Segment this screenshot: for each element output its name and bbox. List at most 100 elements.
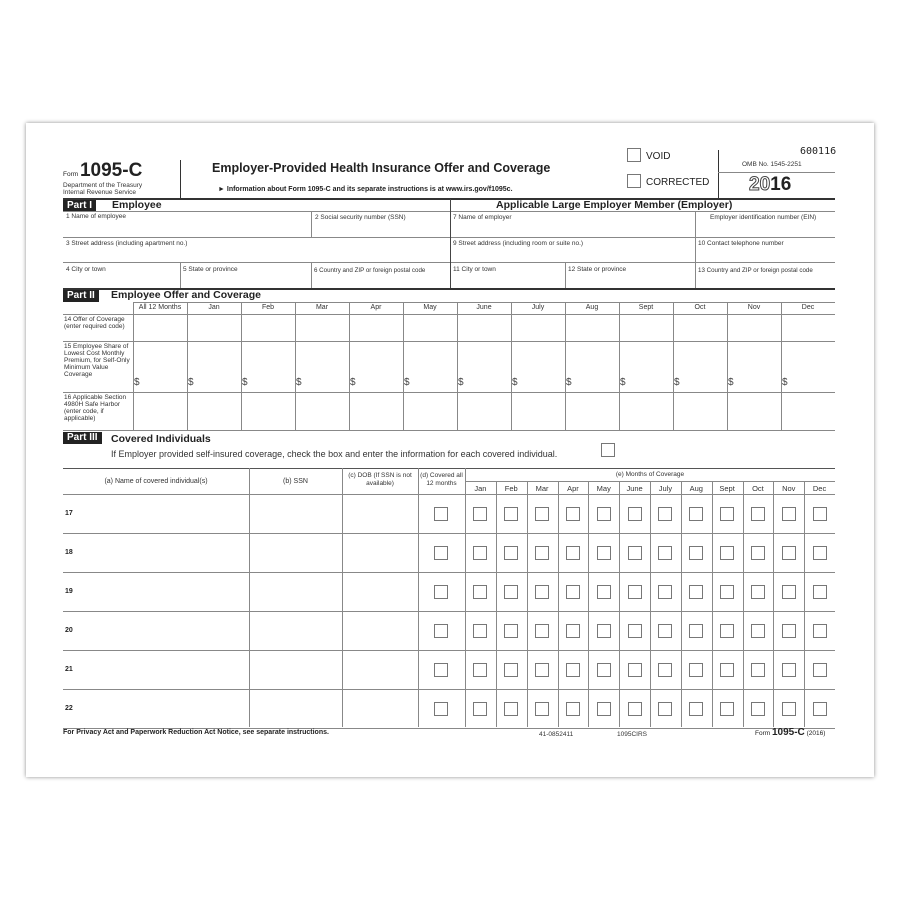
row-21-apr-checkbox[interactable]: [565, 663, 580, 677]
row-17-name-field[interactable]: [63, 494, 249, 533]
row-17-may-checkbox[interactable]: [596, 507, 611, 521]
row-20-dec-checkbox[interactable]: [812, 624, 827, 638]
row-18-feb-checkbox[interactable]: [504, 546, 519, 560]
row-21-oct-checkbox[interactable]: [750, 663, 765, 677]
row-19-oct-checkbox[interactable]: [750, 585, 765, 599]
field-employee-street[interactable]: 3 Street address (including apartment no…: [66, 240, 188, 247]
row14-cell[interactable]: [727, 314, 781, 341]
row-22-nov-checkbox[interactable]: [781, 702, 796, 716]
row-17-nov-checkbox[interactable]: [781, 507, 796, 521]
row-22-may-checkbox[interactable]: [596, 702, 611, 716]
row-19-nov-checkbox[interactable]: [781, 585, 796, 599]
row15-cell[interactable]: $: [403, 341, 457, 392]
row15-cell[interactable]: $: [619, 341, 673, 392]
row-22-oct-checkbox[interactable]: [750, 702, 765, 716]
row-20-aug-checkbox[interactable]: [689, 624, 704, 638]
row-18-all12-checkbox[interactable]: [434, 546, 448, 560]
row-20-june-checkbox[interactable]: [627, 624, 642, 638]
row16-cell[interactable]: [457, 392, 511, 430]
field-employee-zip[interactable]: 6 Country and ZIP or foreign postal code: [314, 267, 426, 274]
row-17-mar-checkbox[interactable]: [535, 507, 550, 521]
row-19-june-checkbox[interactable]: [627, 585, 642, 599]
row-17-ssn-field[interactable]: [249, 494, 342, 533]
row-22-all12-checkbox[interactable]: [434, 702, 448, 716]
row-20-name-field[interactable]: [63, 611, 249, 650]
row-22-ssn-field[interactable]: [249, 689, 342, 728]
row16-cell[interactable]: [133, 392, 187, 430]
row14-cell[interactable]: [295, 314, 349, 341]
row14-cell[interactable]: [241, 314, 295, 341]
row-22-sept-checkbox[interactable]: [720, 702, 735, 716]
field-employer-phone[interactable]: 10 Contact telephone number: [698, 240, 784, 247]
row16-cell[interactable]: [403, 392, 457, 430]
row-22-feb-checkbox[interactable]: [504, 702, 519, 716]
row-22-july-checkbox[interactable]: [658, 702, 673, 716]
row-17-june-checkbox[interactable]: [627, 507, 642, 521]
row-17-dec-checkbox[interactable]: [812, 507, 827, 521]
row15-cell[interactable]: $: [727, 341, 781, 392]
row14-cell[interactable]: [457, 314, 511, 341]
field-employer-zip[interactable]: 13 Country and ZIP or foreign postal cod…: [698, 267, 813, 274]
field-employee-name[interactable]: 1 Name of employee: [66, 213, 126, 220]
row-20-all12-checkbox[interactable]: [434, 624, 448, 638]
row-20-apr-checkbox[interactable]: [565, 624, 580, 638]
row16-cell[interactable]: [187, 392, 241, 430]
self-insured-checkbox[interactable]: [601, 443, 615, 457]
row-20-sept-checkbox[interactable]: [720, 624, 735, 638]
row-21-all12-checkbox[interactable]: [434, 663, 448, 677]
row-19-ssn-field[interactable]: [249, 572, 342, 611]
row15-cell[interactable]: $: [781, 341, 835, 392]
row15-cell[interactable]: $: [241, 341, 295, 392]
row-21-may-checkbox[interactable]: [596, 663, 611, 677]
row15-cell[interactable]: $: [673, 341, 727, 392]
field-employee-state[interactable]: 5 State or province: [183, 266, 238, 273]
row15-cell[interactable]: $: [295, 341, 349, 392]
row14-cell[interactable]: [133, 314, 187, 341]
row-17-sept-checkbox[interactable]: [720, 507, 735, 521]
row-20-july-checkbox[interactable]: [658, 624, 673, 638]
row-19-sept-checkbox[interactable]: [720, 585, 735, 599]
row-22-dob-field[interactable]: [342, 689, 418, 728]
row15-cell[interactable]: $: [457, 341, 511, 392]
field-employer-state[interactable]: 12 State or province: [568, 266, 627, 273]
row14-cell[interactable]: [619, 314, 673, 341]
row16-cell[interactable]: [781, 392, 835, 430]
row-19-name-field[interactable]: [63, 572, 249, 611]
row-18-nov-checkbox[interactable]: [781, 546, 796, 560]
row16-cell[interactable]: [241, 392, 295, 430]
row15-cell[interactable]: $: [349, 341, 403, 392]
row-21-jan-checkbox[interactable]: [473, 663, 488, 677]
row-18-may-checkbox[interactable]: [596, 546, 611, 560]
row-21-name-field[interactable]: [63, 650, 249, 689]
corrected-checkbox[interactable]: [627, 174, 641, 188]
row-20-ssn-field[interactable]: [249, 611, 342, 650]
row-21-aug-checkbox[interactable]: [689, 663, 704, 677]
row-18-ssn-field[interactable]: [249, 533, 342, 572]
row-21-ssn-field[interactable]: [249, 650, 342, 689]
row16-cell[interactable]: [673, 392, 727, 430]
row-20-mar-checkbox[interactable]: [535, 624, 550, 638]
row-22-june-checkbox[interactable]: [627, 702, 642, 716]
row16-cell[interactable]: [295, 392, 349, 430]
row16-cell[interactable]: [619, 392, 673, 430]
row-20-nov-checkbox[interactable]: [781, 624, 796, 638]
field-employer-street[interactable]: 9 Street address (including room or suit…: [453, 240, 584, 247]
row16-cell[interactable]: [511, 392, 565, 430]
row-18-mar-checkbox[interactable]: [535, 546, 550, 560]
row-19-all12-checkbox[interactable]: [434, 585, 448, 599]
row-19-jan-checkbox[interactable]: [473, 585, 488, 599]
row-21-dob-field[interactable]: [342, 650, 418, 689]
row-19-dec-checkbox[interactable]: [812, 585, 827, 599]
row-21-feb-checkbox[interactable]: [504, 663, 519, 677]
row-20-oct-checkbox[interactable]: [750, 624, 765, 638]
row-18-july-checkbox[interactable]: [658, 546, 673, 560]
row-21-dec-checkbox[interactable]: [812, 663, 827, 677]
row-17-all12-checkbox[interactable]: [434, 507, 448, 521]
row-20-feb-checkbox[interactable]: [504, 624, 519, 638]
row15-cell[interactable]: $: [565, 341, 619, 392]
field-employer-ein[interactable]: Employer identification number (EIN): [710, 214, 817, 221]
row14-cell[interactable]: [511, 314, 565, 341]
row16-cell[interactable]: [565, 392, 619, 430]
row-20-dob-field[interactable]: [342, 611, 418, 650]
row15-cell[interactable]: $: [511, 341, 565, 392]
